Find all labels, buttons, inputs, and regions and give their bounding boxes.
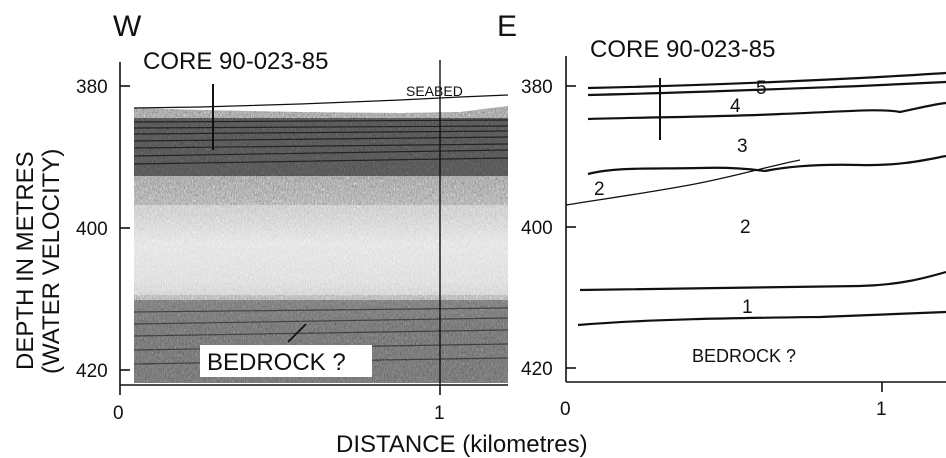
right-y-tick-label-400: 400 [521,218,553,239]
right-bedrock-label: BEDROCK ? [692,346,796,366]
left-y-tick-label-380: 380 [76,77,108,98]
horizon-3-2-upper [588,156,946,174]
left-x-tick-label-1: 1 [434,403,445,424]
unit-label-1: 1 [742,297,753,318]
right-x-tick-label-1: 1 [876,399,887,420]
unit-label-5: 5 [756,78,767,99]
horizon-top-b [588,82,946,95]
right-y-tick-label-380: 380 [521,77,553,98]
left-core-label: CORE 90-023-85 [143,48,328,75]
left-y-tick-label-400: 400 [76,219,108,240]
horizon-1-lower [578,312,946,325]
seabed-label: SEABED [406,83,463,99]
horizon-top-a [588,73,946,88]
horizon-5-4 [588,103,946,119]
unit-label-2-left: 2 [594,179,605,200]
y-axis-title-line1: DEPTH IN METRES [12,151,39,370]
seismic-image [134,105,508,385]
unit-label-3: 3 [737,136,748,157]
unit-label-4: 4 [730,96,741,117]
left-x-tick-label-0: 0 [113,403,124,424]
horizon-1-upper [580,272,946,290]
left-y-tick-label-420: 420 [76,361,108,382]
right-core-label: CORE 90-023-85 [590,36,775,63]
east-label: E [497,10,517,43]
west-label: W [113,10,142,43]
x-axis-title: DISTANCE (kilometres) [336,431,588,458]
right-x-tick-label-0: 0 [560,399,571,420]
right-y-tick-label-420: 420 [521,359,553,380]
interpretation-panel: 5 4 3 2 2 1 380 400 420 0 1 E CORE 90-02… [497,10,946,420]
unit-label-2-mid: 2 [740,217,751,238]
left-bedrock-label: BEDROCK ? [207,349,346,376]
seismic-record-panel: 380 400 420 0 1 W CORE 90-023-85 SEABED … [76,10,508,424]
y-axis-title-line2: (WATER VELOCITY) [38,149,65,374]
